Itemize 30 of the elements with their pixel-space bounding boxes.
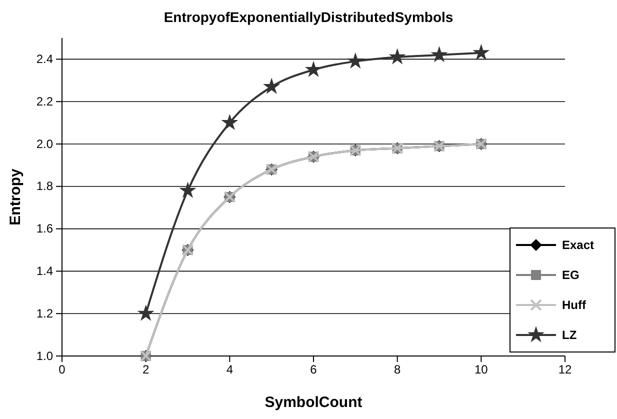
y-tick-label: 1.2: [36, 306, 54, 320]
legend-label: Huff: [562, 298, 587, 312]
y-tick-label: 1.6: [36, 222, 54, 236]
y-tick-label: 2.2: [36, 94, 54, 108]
point: [137, 304, 154, 321]
y-tick-label: 2.0: [36, 136, 54, 151]
x-tick-label: 10: [474, 362, 488, 377]
y-tick-label: 1.4: [36, 264, 54, 278]
x-tick-label: 6: [310, 362, 318, 377]
chart-title: EntropyofExponentiallyDistributedSymbols: [164, 9, 454, 25]
x-tick-label: 12: [558, 362, 572, 377]
legend-label: LZ: [562, 328, 577, 342]
point: [179, 182, 196, 198]
point: [472, 44, 490, 60]
point: [346, 52, 364, 69]
y-tick-label: 2.4: [36, 52, 54, 66]
y-tick-label: 1.8: [36, 179, 54, 194]
x-tick-label: 4: [226, 362, 234, 377]
point: [263, 78, 280, 94]
legend-label: EG: [562, 268, 580, 282]
y-axis-title: Entropy: [7, 168, 24, 226]
y-tick-label: 1.0: [36, 348, 54, 363]
x-axis-title: SymbolCount: [264, 394, 362, 411]
legend-label: Exact: [562, 238, 594, 252]
point: [388, 48, 406, 64]
point: [221, 114, 238, 130]
x-tick-label: 0: [58, 362, 66, 377]
point: [430, 46, 448, 62]
x-tick-label: 2: [142, 362, 150, 377]
x-tick-label: 8: [394, 362, 401, 377]
